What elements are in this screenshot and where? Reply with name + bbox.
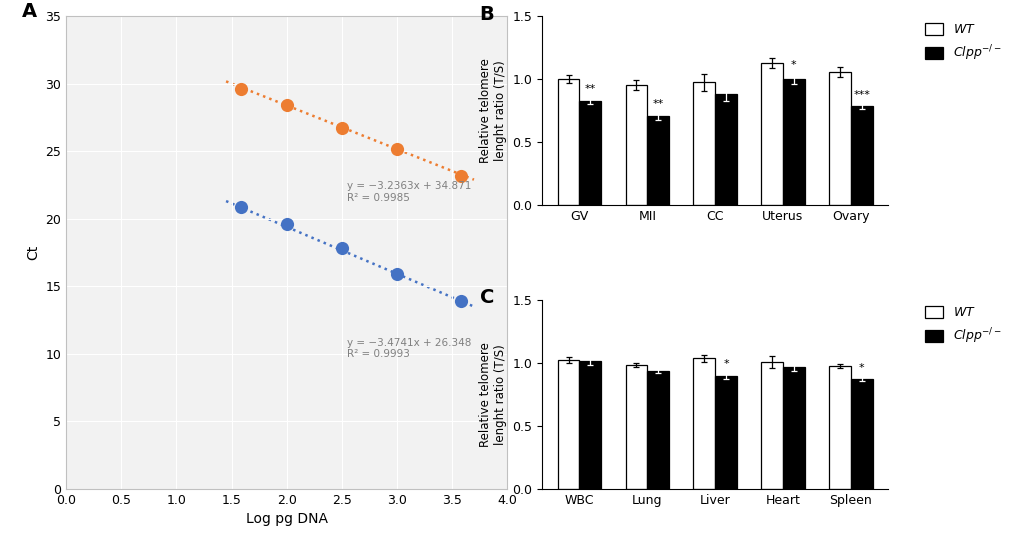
Y-axis label: Ct: Ct bbox=[25, 245, 40, 260]
Point bbox=[278, 100, 294, 109]
Bar bbox=[625, 365, 647, 489]
Bar bbox=[850, 379, 871, 489]
Bar bbox=[760, 63, 783, 205]
Bar bbox=[647, 371, 668, 489]
Text: *: * bbox=[791, 60, 796, 71]
Text: *: * bbox=[722, 359, 729, 369]
Legend: $WT$, $Clpp^{-/-}$: $WT$, $Clpp^{-/-}$ bbox=[924, 23, 1001, 63]
Text: C: C bbox=[479, 288, 493, 307]
Text: **: ** bbox=[652, 99, 663, 109]
Point bbox=[278, 220, 294, 229]
Text: ***: *** bbox=[853, 90, 869, 100]
Text: **: ** bbox=[584, 84, 595, 94]
Bar bbox=[693, 83, 714, 205]
Bar bbox=[557, 79, 579, 205]
Point bbox=[333, 124, 350, 132]
Bar bbox=[647, 116, 668, 205]
Text: *: * bbox=[858, 363, 864, 373]
Bar bbox=[828, 72, 850, 205]
Point bbox=[388, 144, 405, 153]
Bar bbox=[783, 79, 804, 205]
Legend: $WT$, $Clpp^{-/-}$: $WT$, $Clpp^{-/-}$ bbox=[924, 306, 1001, 346]
Point bbox=[452, 171, 469, 180]
Y-axis label: Relative telomere
lenght ratio (T/S): Relative telomere lenght ratio (T/S) bbox=[478, 58, 506, 163]
Text: y = −3.4741x + 26.348
R² = 0.9993: y = −3.4741x + 26.348 R² = 0.9993 bbox=[346, 338, 471, 359]
Bar bbox=[693, 358, 714, 489]
Point bbox=[333, 244, 350, 253]
Bar bbox=[714, 376, 736, 489]
Bar bbox=[625, 85, 647, 205]
Text: B: B bbox=[479, 5, 494, 24]
Bar bbox=[714, 94, 736, 205]
Bar bbox=[828, 366, 850, 489]
Bar bbox=[579, 100, 600, 205]
Bar bbox=[783, 368, 804, 489]
Bar bbox=[557, 360, 579, 489]
Text: A: A bbox=[22, 2, 38, 21]
Point bbox=[388, 270, 405, 279]
X-axis label: Log pg DNA: Log pg DNA bbox=[246, 512, 327, 526]
Point bbox=[452, 296, 469, 305]
Y-axis label: Relative telomere
lenght ratio (T/S): Relative telomere lenght ratio (T/S) bbox=[478, 342, 506, 447]
Bar bbox=[760, 362, 783, 489]
Bar bbox=[579, 361, 600, 489]
Point bbox=[232, 203, 249, 212]
Text: y = −3.2363x + 34.871
R² = 0.9985: y = −3.2363x + 34.871 R² = 0.9985 bbox=[346, 181, 471, 203]
Point bbox=[232, 84, 249, 93]
Bar bbox=[850, 106, 871, 205]
